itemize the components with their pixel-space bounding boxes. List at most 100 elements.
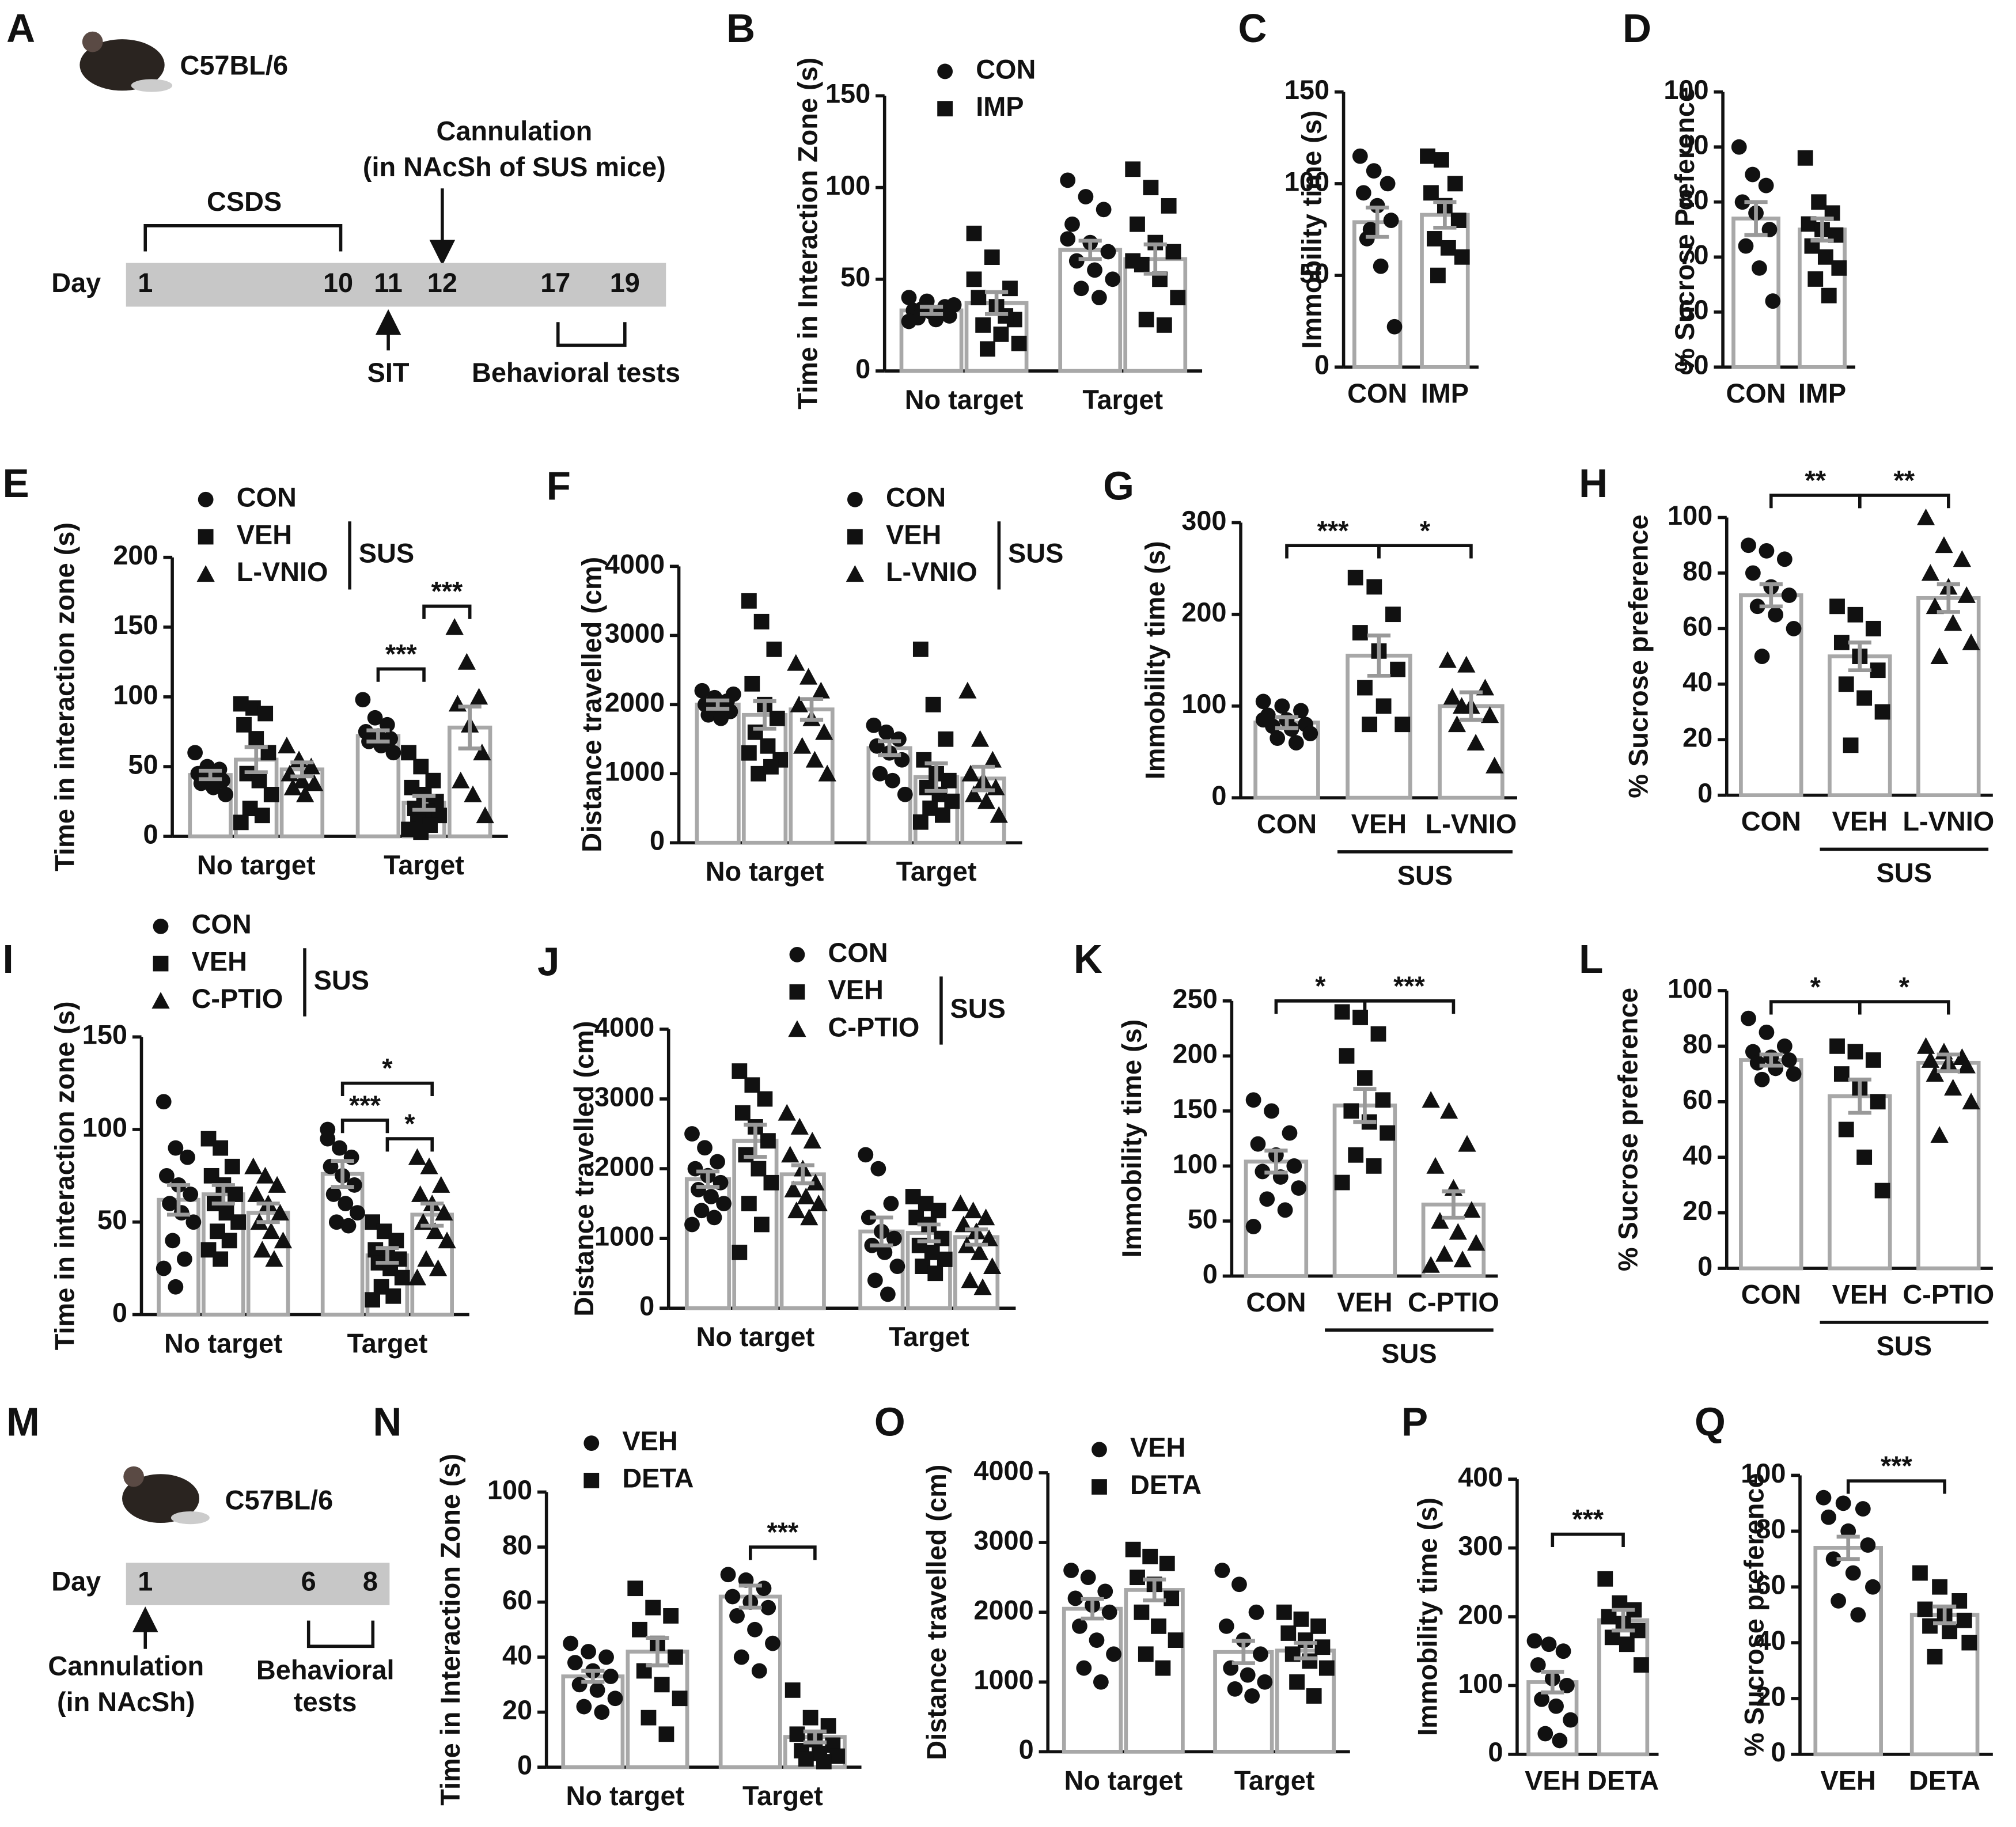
panel: D 50 60 70 80 90 100% Sucrose Preference CON IMP bbox=[1623, 6, 1855, 408]
point bbox=[168, 1140, 184, 1156]
x-tick-label: No target bbox=[696, 1322, 815, 1352]
y-tick-label: 2000 bbox=[605, 688, 665, 718]
point bbox=[627, 1580, 643, 1597]
legend-label: CON bbox=[237, 483, 297, 513]
point bbox=[1259, 1191, 1275, 1207]
point bbox=[870, 1161, 886, 1177]
point bbox=[1276, 1604, 1292, 1620]
point bbox=[751, 1161, 767, 1177]
point bbox=[1373, 258, 1389, 274]
legend-group-label: SUS bbox=[314, 965, 369, 995]
day: 6 bbox=[301, 1566, 316, 1596]
point bbox=[1781, 587, 1797, 603]
y-tick-label: 20 bbox=[1682, 1196, 1712, 1226]
point bbox=[1352, 625, 1368, 640]
point bbox=[1155, 1660, 1171, 1676]
point bbox=[753, 613, 770, 630]
y-tick-label: 50 bbox=[128, 749, 158, 779]
significance-bracket bbox=[340, 1119, 389, 1134]
significance-label: * bbox=[1810, 972, 1821, 1002]
point bbox=[1922, 1618, 1938, 1634]
point bbox=[1552, 1733, 1568, 1749]
y-tick-label: 1000 bbox=[594, 1222, 654, 1252]
point bbox=[877, 1245, 893, 1260]
point bbox=[1289, 1674, 1305, 1690]
group-label: SUS bbox=[1877, 858, 1932, 888]
y-tick-label: 60 bbox=[502, 1585, 532, 1615]
significance-label: * bbox=[404, 1109, 415, 1139]
point bbox=[1250, 1136, 1266, 1152]
point bbox=[812, 681, 830, 699]
legend-marker bbox=[937, 63, 953, 79]
point bbox=[778, 1104, 796, 1121]
y-tick-label: 70 bbox=[1678, 240, 1708, 270]
point bbox=[925, 696, 941, 712]
error-bar bbox=[331, 1159, 354, 1189]
point bbox=[966, 225, 982, 241]
point bbox=[401, 745, 416, 761]
point bbox=[1068, 253, 1085, 269]
panel-letter: L bbox=[1579, 937, 1603, 981]
point bbox=[944, 793, 960, 809]
point bbox=[1817, 249, 1833, 265]
significance-label: * bbox=[382, 1053, 393, 1083]
point bbox=[1486, 756, 1504, 774]
significance-bracket bbox=[385, 1137, 434, 1152]
point bbox=[658, 1726, 674, 1742]
point bbox=[684, 1216, 700, 1233]
panel: P 0 100 200 300 400 Immobility time (s) VEH DETA… bbox=[1401, 1400, 1659, 1796]
point bbox=[1741, 1010, 1756, 1026]
point bbox=[1227, 1681, 1243, 1697]
point bbox=[274, 1231, 293, 1249]
panel: E 0 50 100 150 200 Time in interaction zone (s… bbox=[2, 461, 508, 880]
error-bar bbox=[244, 745, 268, 775]
error-bar bbox=[1759, 1052, 1783, 1068]
error-bar bbox=[919, 305, 943, 316]
point bbox=[858, 1147, 874, 1163]
point bbox=[340, 1218, 357, 1234]
point bbox=[1151, 1618, 1166, 1634]
point bbox=[1078, 189, 1094, 204]
point bbox=[346, 1177, 362, 1193]
point bbox=[1244, 1688, 1260, 1704]
point bbox=[725, 1589, 741, 1605]
point bbox=[1559, 1678, 1575, 1693]
point bbox=[1847, 607, 1863, 623]
point bbox=[1231, 1576, 1247, 1593]
error-bar bbox=[753, 699, 776, 731]
point bbox=[725, 686, 741, 702]
significance-bracket bbox=[1846, 1479, 1946, 1494]
y-tick-label: 0 bbox=[1488, 1737, 1503, 1767]
point bbox=[426, 1222, 445, 1240]
significance-bracket bbox=[1769, 1000, 1862, 1015]
point bbox=[1845, 1565, 1861, 1581]
y-tick-label: 60 bbox=[1682, 612, 1712, 642]
y-tick-label: 300 bbox=[1181, 506, 1226, 536]
point bbox=[1776, 551, 1793, 567]
y-tick-label: 4000 bbox=[594, 1012, 654, 1042]
point bbox=[787, 1201, 806, 1219]
point bbox=[754, 1216, 770, 1233]
point bbox=[1754, 1071, 1770, 1087]
bar bbox=[1352, 220, 1403, 369]
point bbox=[1430, 267, 1446, 283]
point bbox=[927, 1265, 943, 1282]
point bbox=[589, 1682, 605, 1698]
point bbox=[320, 1131, 336, 1147]
y-axis-label: Immobility time (s) bbox=[1413, 1498, 1443, 1736]
x-tick-label: Target bbox=[742, 1781, 823, 1811]
point bbox=[1394, 717, 1411, 733]
panel-letter: P bbox=[1401, 1400, 1428, 1445]
point bbox=[1067, 1590, 1083, 1606]
point bbox=[1245, 1092, 1261, 1108]
y-tick-label: 20 bbox=[1682, 723, 1712, 753]
bar bbox=[1062, 1606, 1123, 1754]
point bbox=[576, 1699, 592, 1715]
significance-label: *** bbox=[1317, 515, 1349, 545]
point bbox=[213, 1251, 229, 1267]
point bbox=[806, 1173, 825, 1191]
point bbox=[861, 1210, 877, 1226]
point bbox=[1912, 1565, 1928, 1581]
point bbox=[1355, 185, 1371, 201]
